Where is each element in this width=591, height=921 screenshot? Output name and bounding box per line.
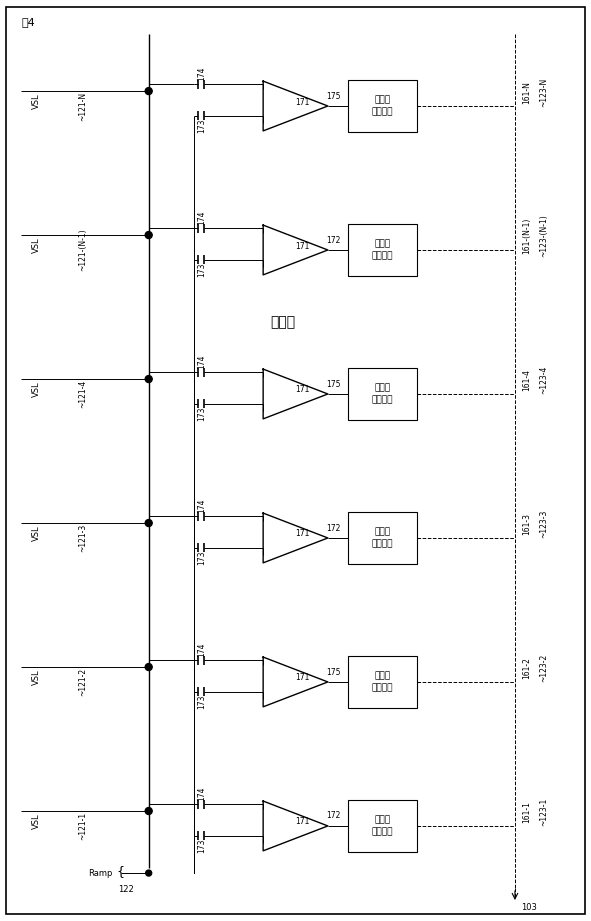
- Circle shape: [145, 87, 152, 95]
- Bar: [152, 38, 514, 174]
- Text: ~123-2: ~123-2: [539, 654, 548, 682]
- Text: アップ
カウンタ: アップ カウンタ: [372, 239, 394, 261]
- Text: 172: 172: [327, 811, 341, 821]
- Text: 171: 171: [295, 386, 309, 394]
- Text: 171: 171: [295, 673, 309, 682]
- Text: 围4: 围4: [21, 17, 35, 27]
- Text: 174: 174: [197, 67, 206, 81]
- Text: 173: 173: [197, 119, 206, 134]
- Text: 175: 175: [327, 379, 341, 389]
- Circle shape: [145, 808, 152, 814]
- Bar: [348, 368, 417, 420]
- Text: 173: 173: [197, 407, 206, 421]
- Bar: [348, 656, 417, 708]
- Text: 174: 174: [197, 787, 206, 801]
- Text: {: {: [117, 865, 125, 878]
- Text: ・・・: ・・・: [270, 315, 295, 329]
- Text: 161-(N-1): 161-(N-1): [522, 218, 531, 254]
- Bar: [348, 80, 417, 132]
- Text: 171: 171: [295, 530, 309, 539]
- Text: ~121-2: ~121-2: [79, 668, 87, 696]
- Circle shape: [145, 663, 152, 670]
- Text: 161-3: 161-3: [522, 513, 531, 535]
- Bar: [348, 800, 417, 852]
- Text: ~121-N: ~121-N: [79, 91, 87, 121]
- Text: ~123-N: ~123-N: [539, 77, 548, 107]
- Text: 161-2: 161-2: [522, 657, 531, 679]
- Text: 175: 175: [327, 668, 341, 677]
- Text: 161-1: 161-1: [522, 801, 531, 823]
- Text: 171: 171: [295, 241, 309, 251]
- Bar: [152, 470, 514, 606]
- Circle shape: [145, 231, 152, 239]
- Text: ~121-1: ~121-1: [79, 812, 87, 840]
- Text: ダウン
カウンタ: ダウン カウンタ: [372, 383, 394, 404]
- Text: 175: 175: [327, 91, 341, 100]
- Text: 174: 174: [197, 355, 206, 369]
- Text: ~123-3: ~123-3: [539, 510, 548, 538]
- Text: ダウン
カウンタ: ダウン カウンタ: [372, 96, 394, 116]
- Bar: [152, 614, 514, 750]
- Text: VSL: VSL: [32, 93, 41, 109]
- Text: 173: 173: [197, 839, 206, 853]
- Text: ~123-1: ~123-1: [539, 798, 548, 826]
- Circle shape: [146, 870, 152, 876]
- Text: 171: 171: [295, 818, 309, 826]
- Text: VSL: VSL: [32, 813, 41, 829]
- Text: 161-4: 161-4: [522, 369, 531, 391]
- Text: Ramp: Ramp: [89, 869, 113, 878]
- Text: 172: 172: [327, 523, 341, 532]
- Circle shape: [145, 376, 152, 382]
- Text: 173: 173: [197, 262, 206, 277]
- Text: ~123-4: ~123-4: [539, 366, 548, 394]
- Text: ~121-4: ~121-4: [79, 379, 87, 408]
- Text: 161-N: 161-N: [522, 81, 531, 103]
- Text: 174: 174: [197, 499, 206, 513]
- Bar: [149, 30, 517, 901]
- Text: 103: 103: [521, 903, 537, 912]
- Bar: [152, 326, 514, 462]
- Bar: [517, 30, 577, 901]
- Text: アップ
カウンタ: アップ カウンタ: [372, 528, 394, 548]
- Text: VSL: VSL: [32, 238, 41, 253]
- Text: ダウン
カウンタ: ダウン カウンタ: [372, 671, 394, 693]
- Text: 172: 172: [327, 236, 341, 245]
- Text: 173: 173: [197, 551, 206, 565]
- Bar: [348, 224, 417, 276]
- Text: アップ
カウンタ: アップ カウンタ: [372, 815, 394, 836]
- Text: ~121-(N-1): ~121-(N-1): [79, 228, 87, 272]
- Text: 122: 122: [118, 885, 134, 894]
- Text: ~123-(N-1): ~123-(N-1): [539, 215, 548, 258]
- Text: VSL: VSL: [32, 381, 41, 397]
- Bar: [152, 758, 514, 894]
- Bar: [348, 512, 417, 564]
- Text: 173: 173: [197, 694, 206, 709]
- Text: VSL: VSL: [32, 525, 41, 541]
- Text: 174: 174: [197, 211, 206, 226]
- Circle shape: [145, 519, 152, 527]
- Text: ~121-3: ~121-3: [79, 524, 87, 552]
- Text: 174: 174: [197, 643, 206, 658]
- Bar: [152, 182, 514, 318]
- Text: VSL: VSL: [32, 670, 41, 685]
- Text: 171: 171: [295, 98, 309, 107]
